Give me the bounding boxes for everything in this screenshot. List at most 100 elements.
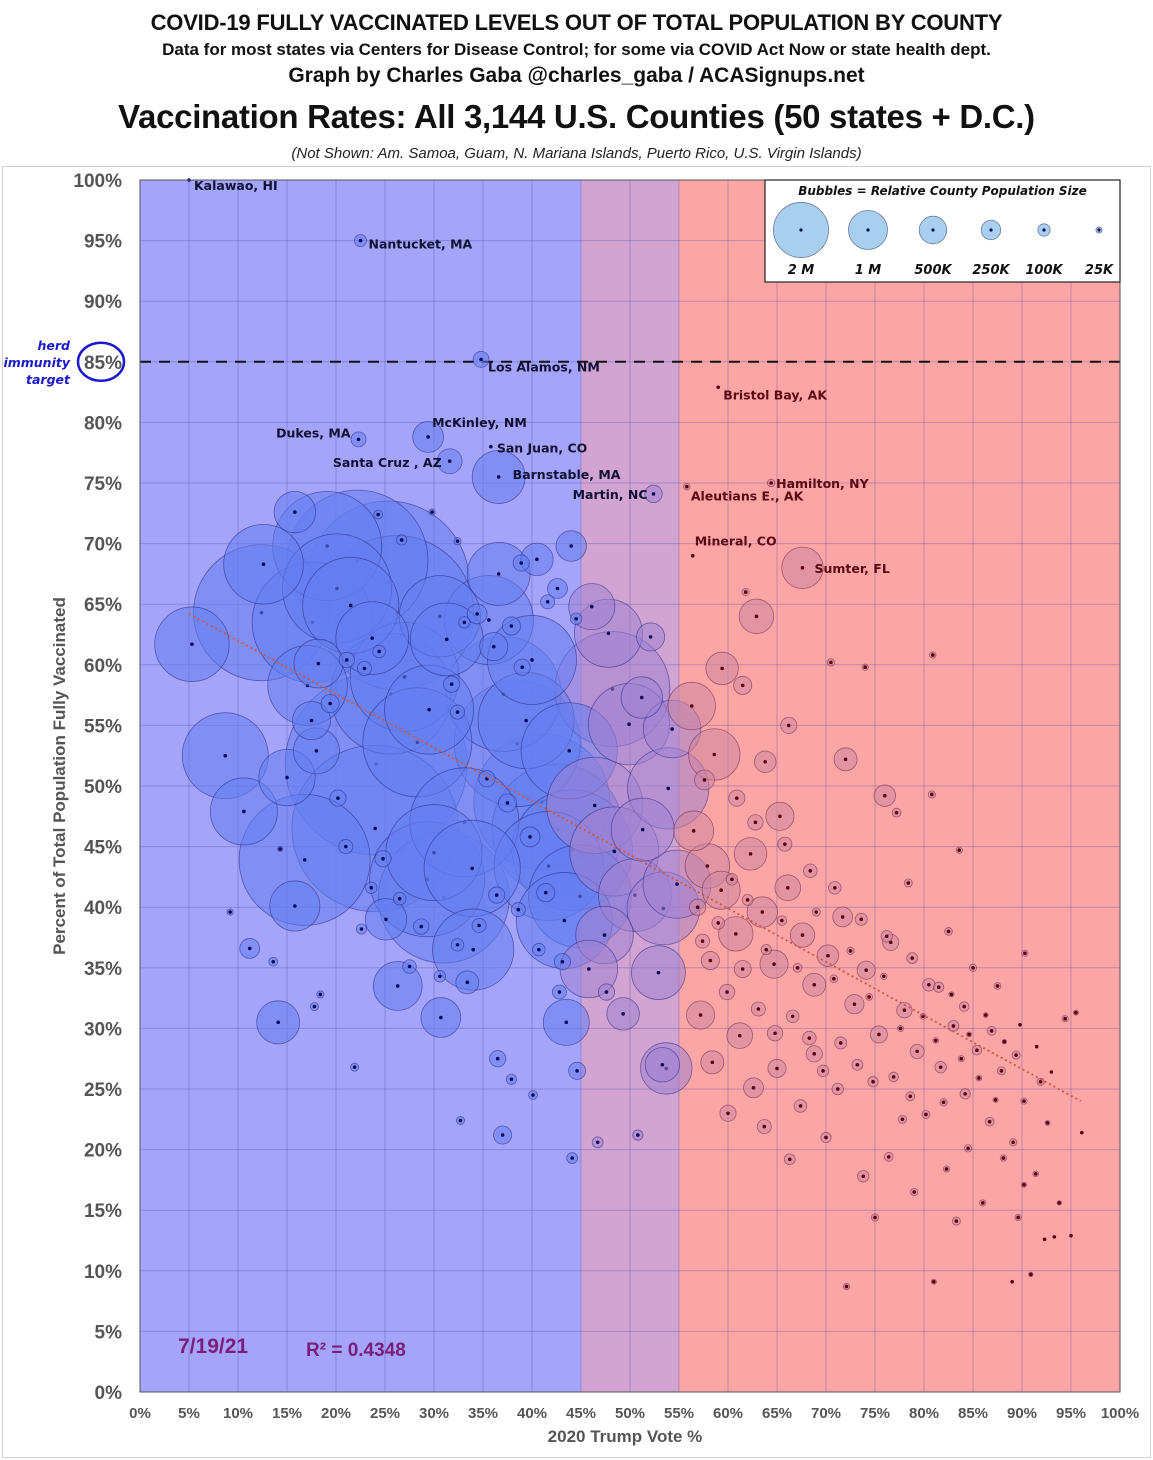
county-point <box>1057 1201 1062 1205</box>
county-point <box>786 723 791 728</box>
county-point <box>293 904 297 908</box>
county-point <box>753 820 758 825</box>
county-point <box>358 238 363 243</box>
county-point <box>826 953 830 958</box>
x-axis-ticks: 0% 5% 10% 15% 20% 25% 30% 35% 40% 45% 50% 55% 60% 65%… <box>129 1405 1139 1422</box>
county-point <box>477 923 481 928</box>
county-point <box>951 1024 956 1028</box>
x-tick-label: 100% <box>1101 1405 1139 1422</box>
county-point <box>962 1004 966 1009</box>
county-point <box>861 1174 866 1179</box>
county-point <box>748 852 753 856</box>
county-point <box>444 637 449 642</box>
county-label: Kalawao, HI <box>194 178 278 193</box>
county-point <box>1010 1279 1014 1284</box>
y-tick-label: 0% <box>95 1383 123 1404</box>
county-point <box>362 666 367 671</box>
county-point <box>882 974 886 979</box>
county-point <box>848 949 853 953</box>
county-point <box>489 444 493 449</box>
y-tick-label: 30% <box>84 1019 122 1040</box>
x-tick-label: 90% <box>1007 1405 1037 1422</box>
county-point <box>660 1062 665 1067</box>
y-tick-label: 90% <box>84 292 122 313</box>
county-point <box>1034 1044 1039 1049</box>
county-point <box>867 995 871 999</box>
county-point <box>716 921 720 925</box>
county-point <box>535 557 539 562</box>
bubble-size-legend: Bubbles = Relative County Population Siz… <box>764 179 1121 283</box>
county-point <box>840 915 845 919</box>
county-point <box>886 1155 891 1159</box>
county-point <box>276 1020 280 1025</box>
county-point <box>949 992 954 997</box>
x-tick-label: 40% <box>517 1405 547 1422</box>
x-tick-label: 10% <box>223 1405 253 1422</box>
county-point <box>587 967 591 971</box>
legend-bubble-dot <box>1042 228 1046 232</box>
county-point <box>359 927 364 931</box>
chart-headline: Vaccination Rates: All 3,144 U.S. Counti… <box>118 98 1035 135</box>
county-point <box>705 864 710 868</box>
legend-title: Bubbles = Relative County Population Siz… <box>798 184 1087 198</box>
county-point <box>884 934 889 939</box>
county-point <box>271 959 276 964</box>
county-point <box>898 1026 903 1031</box>
y-tick-label: 85% <box>84 353 122 374</box>
county-point <box>595 1140 600 1145</box>
county-point <box>924 1112 928 1117</box>
county-point <box>743 590 748 594</box>
county-bubbles <box>154 178 1084 1291</box>
county-point <box>309 718 314 723</box>
county-point <box>1042 1237 1047 1242</box>
county-point <box>938 1065 943 1069</box>
county-point <box>772 962 776 966</box>
legend-label: 1 M <box>855 263 882 278</box>
county-point <box>829 660 833 665</box>
county-point <box>458 1118 463 1123</box>
x-tick-label: 35% <box>468 1405 498 1422</box>
county-point <box>564 1020 569 1025</box>
county-point <box>977 1076 981 1080</box>
county-point <box>995 984 1000 988</box>
county-point <box>369 886 374 890</box>
county-point <box>606 631 611 636</box>
x-tick-label: 70% <box>811 1405 841 1422</box>
x-tick-label: 5% <box>178 1405 200 1422</box>
county-point <box>787 1157 792 1162</box>
county-point <box>543 890 548 895</box>
county-point <box>223 753 228 758</box>
author-credit: Graph by Charles Gaba @charles_gaba / AC… <box>288 64 865 87</box>
county-point <box>814 910 818 914</box>
county-point <box>712 752 717 757</box>
county-point <box>530 658 534 662</box>
legend-label: 500K <box>914 263 952 278</box>
county-point <box>844 1284 849 1289</box>
county-point <box>795 966 800 970</box>
county-point <box>397 896 402 901</box>
county-point <box>981 1201 985 1205</box>
county-point <box>475 612 479 616</box>
county-point <box>537 947 541 952</box>
herd-label-line: immunity <box>3 355 70 370</box>
county-point <box>730 877 734 882</box>
county-point <box>312 1004 317 1009</box>
county-point <box>377 649 381 654</box>
county-point <box>314 749 319 753</box>
county-point <box>479 357 483 362</box>
county-point <box>592 803 597 808</box>
county-point <box>1022 1182 1026 1187</box>
county-point <box>702 778 707 782</box>
y-tick-label: 20% <box>84 1141 122 1162</box>
county-point <box>439 1015 443 1020</box>
county-point <box>516 907 521 912</box>
y-tick-label: 50% <box>84 777 122 798</box>
y-axis-label: Percent of Total Population Fully Vaccin… <box>50 597 69 955</box>
county-point <box>1022 1099 1026 1103</box>
county-point <box>675 882 679 886</box>
county-point <box>621 1012 625 1016</box>
county-point <box>555 586 560 591</box>
county-point <box>754 614 759 619</box>
county-labels: Kalawao, HI Nantucket, MA Los Alamos, NM Br… <box>194 178 890 576</box>
